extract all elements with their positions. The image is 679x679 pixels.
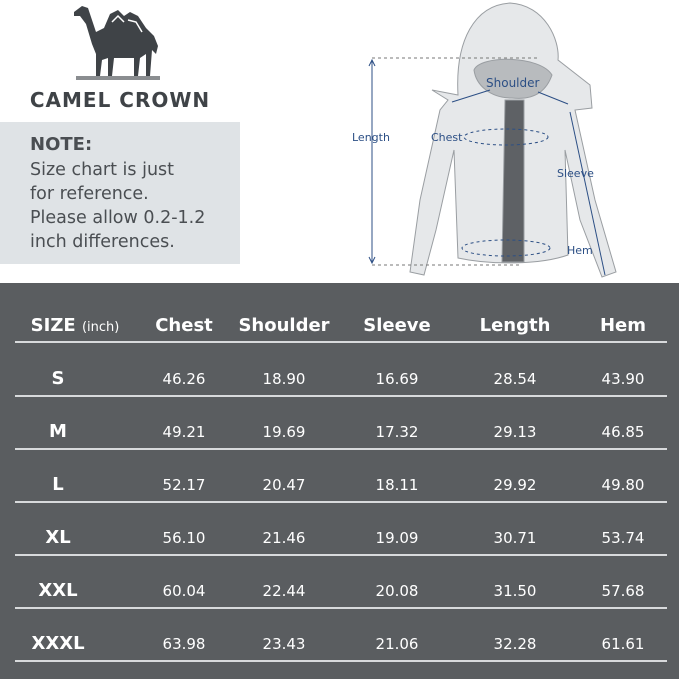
divider — [15, 607, 667, 609]
value-cell: 20.08 — [375, 582, 419, 600]
note-line: Please allow 0.2-1.2 — [30, 208, 206, 228]
shoulder-label: Shoulder — [486, 76, 540, 90]
value-cell: 32.28 — [493, 635, 537, 653]
value-cell: 63.98 — [162, 635, 206, 653]
jacket-diagram: Length Shoulder Chest Sleeve Hem — [352, 2, 617, 278]
value-cell: 61.61 — [601, 635, 645, 653]
value-cell: 30.71 — [493, 529, 537, 547]
value-cell: 16.69 — [375, 370, 419, 388]
size-cell: S — [51, 368, 65, 389]
value-cell: 28.54 — [493, 370, 537, 388]
column-header: Chest — [155, 315, 213, 336]
value-cell: 23.43 — [262, 635, 306, 653]
value-cell: 17.32 — [375, 423, 419, 441]
size-cell: XL — [45, 527, 71, 548]
size-cell: XXXL — [31, 633, 85, 654]
value-cell: 52.17 — [162, 476, 206, 494]
unit-label: (inch) — [81, 320, 120, 335]
value-cell: 21.06 — [375, 635, 419, 653]
column-header: Length — [479, 315, 551, 336]
sleeve-label: Sleeve — [557, 167, 594, 180]
measurement-guides — [368, 57, 606, 276]
note-line: for reference. — [30, 184, 149, 204]
value-cell: 20.47 — [262, 476, 306, 494]
divider — [15, 448, 667, 450]
divider — [15, 554, 667, 556]
hem-label: Hem — [567, 244, 593, 257]
camel-icon — [74, 6, 160, 80]
column-header: Hem — [599, 315, 647, 336]
value-cell: 19.09 — [375, 529, 419, 547]
value-cell: 18.11 — [375, 476, 419, 494]
chest-label: Chest — [431, 131, 463, 144]
brand-logo: CAMEL CROWN — [0, 0, 240, 120]
column-header: Sleeve — [363, 315, 431, 336]
divider — [15, 395, 667, 397]
size-cell: L — [52, 474, 64, 495]
divider — [15, 660, 667, 662]
value-cell: 49.80 — [601, 476, 645, 494]
value-cell: 31.50 — [493, 582, 537, 600]
size-cell: M — [49, 421, 67, 442]
divider — [15, 341, 667, 343]
size-cell: XXL — [38, 580, 78, 601]
value-cell: 49.21 — [162, 423, 206, 441]
size-header: SIZE (inch) — [31, 315, 120, 336]
value-cell: 19.69 — [262, 423, 306, 441]
size-header-label: SIZE — [30, 315, 76, 336]
value-cell: 18.90 — [262, 370, 306, 388]
value-cell: 43.90 — [601, 370, 645, 388]
size-table: SIZE (inch) Chest Shoulder Sleeve Length… — [0, 283, 679, 679]
divider — [15, 501, 667, 503]
note-text: Size chart is just for reference. Please… — [30, 158, 235, 254]
value-cell: 60.04 — [162, 582, 206, 600]
value-cell: 29.92 — [493, 476, 537, 494]
value-cell: 46.26 — [162, 370, 206, 388]
value-cell: 22.44 — [262, 582, 306, 600]
value-cell: 21.46 — [262, 529, 306, 547]
note-box: NOTE: Size chart is just for reference. … — [0, 122, 240, 264]
note-title: NOTE: — [30, 134, 93, 155]
value-cell: 57.68 — [601, 582, 645, 600]
brand-name: CAMEL CROWN — [29, 88, 211, 112]
value-cell: 56.10 — [162, 529, 206, 547]
note-line: Size chart is just — [30, 160, 175, 180]
length-label: Length — [352, 131, 390, 144]
column-header: Shoulder — [238, 315, 330, 336]
note-line: inch differences. — [30, 232, 175, 252]
value-cell: 29.13 — [493, 423, 537, 441]
value-cell: 46.85 — [601, 423, 645, 441]
value-cell: 53.74 — [601, 529, 645, 547]
